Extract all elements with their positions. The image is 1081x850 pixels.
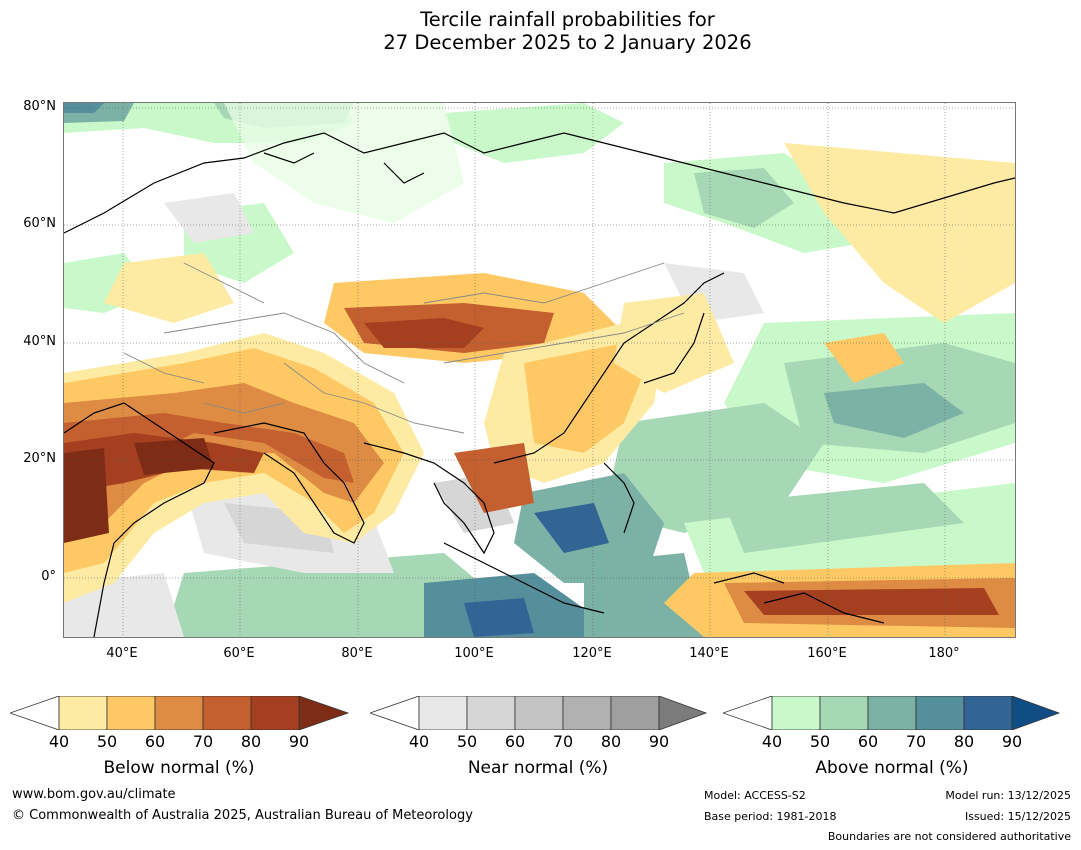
colorbar-below-bin [202, 696, 252, 730]
colorbar-near-label: Near normal (%) [467, 758, 609, 778]
colorbar-near-max [658, 696, 708, 730]
lat-label-80n: 80°N [23, 99, 56, 114]
colorbar-above-tick: 60 [857, 732, 879, 751]
colorbar-below-tick: 60 [144, 732, 166, 751]
colorbar-below-bin [106, 696, 156, 730]
lon-label-180: 180° [928, 646, 960, 661]
colorbar-below-svg [10, 696, 350, 730]
lat-label-60n: 60°N [23, 216, 56, 231]
colorbar-near-bin [514, 696, 564, 730]
colorbar-above-label: Above normal (%) [815, 758, 969, 778]
map-title-line1: Tercile rainfall probabilities for [420, 8, 715, 31]
footer-model-run: Model run: 13/12/2025 [945, 789, 1071, 802]
below-normal-regions [64, 143, 1015, 637]
map-title-line2: 27 December 2025 to 2 January 2026 [383, 31, 752, 54]
lon-label-60e: 60°E [223, 646, 255, 661]
colorbar-above-tick: 90 [1001, 732, 1023, 751]
lat-label-0: 0° [41, 569, 56, 584]
colorbar-near-tick: 50 [456, 732, 478, 751]
colorbar-near-bin [466, 696, 516, 730]
colorbar-near-tick: 90 [648, 732, 670, 751]
colorbar-near-tick: 70 [552, 732, 574, 751]
colorbar-near-min [370, 696, 420, 730]
colorbar-above [723, 696, 1063, 730]
colorbar-below-bin [154, 696, 204, 730]
footer-copyright: © Commonwealth of Australia 2025, Austra… [12, 808, 473, 823]
colorbar-below-tick: 40 [48, 732, 70, 751]
colorbar-below-min [10, 696, 60, 730]
footer-base-period: Base period: 1981-2018 [704, 810, 837, 823]
colorbar-above-svg [723, 696, 1061, 730]
colorbar-above-tick: 50 [809, 732, 831, 751]
colorbar-below-tick: 80 [240, 732, 262, 751]
map-title: Tercile rainfall probabilities for 27 De… [0, 8, 1081, 54]
colorbar-above-bin [915, 696, 965, 730]
colorbar-near-tick: 60 [504, 732, 526, 751]
colorbar-near-bin [562, 696, 612, 730]
graticule [64, 103, 1015, 637]
lat-label-20n: 20°N [23, 451, 56, 466]
colorbar-above-bin [867, 696, 917, 730]
footer-disclaimer: Boundaries are not considered authoritat… [827, 830, 1071, 843]
rainfall-map [63, 102, 1016, 638]
colorbar-above-max [1011, 696, 1061, 730]
colorbar-below-tick: 70 [192, 732, 214, 751]
country-borders [123, 262, 685, 434]
coastlines [64, 132, 1015, 637]
above-normal-regions [64, 103, 1015, 637]
lon-label-120e: 120°E [572, 646, 612, 661]
colorbar-near-bin [418, 696, 468, 730]
lon-label-40e: 40°E [106, 646, 138, 661]
lon-label-160e: 160°E [807, 646, 847, 661]
lon-label-140e: 140°E [689, 646, 729, 661]
lon-label-100e: 100°E [454, 646, 494, 661]
colorbar-above-bin [771, 696, 821, 730]
colorbar-above-tick: 80 [953, 732, 975, 751]
footer-model: Model: ACCESS-S2 [704, 789, 806, 802]
colorbar-above-bin [963, 696, 1013, 730]
footer-issued: Issued: 15/12/2025 [964, 810, 1071, 823]
colorbar-above-tick: 70 [905, 732, 927, 751]
colorbar-near-tick: 80 [600, 732, 622, 751]
lat-label-40n: 40°N [23, 334, 56, 349]
colorbar-below-bin [250, 696, 300, 730]
colorbar-above-tick: 40 [761, 732, 783, 751]
footer-website: www.bom.gov.au/climate [12, 787, 176, 802]
colorbar-above-bin [819, 696, 869, 730]
colorbar-near-tick: 40 [408, 732, 430, 751]
colorbar-near [370, 696, 710, 730]
colorbar-near-bin [610, 696, 660, 730]
colorbar-near-svg [370, 696, 708, 730]
colorbar-below-max [298, 696, 350, 730]
colorbar-below-label: Below normal (%) [103, 758, 255, 778]
colorbar-below-tick: 90 [288, 732, 310, 751]
colorbar-below-bin [58, 696, 108, 730]
map-canvas [64, 103, 1015, 637]
colorbar-below [10, 696, 350, 730]
colorbar-below-tick: 50 [96, 732, 118, 751]
colorbar-above-min [723, 696, 773, 730]
lon-label-80e: 80°E [341, 646, 373, 661]
